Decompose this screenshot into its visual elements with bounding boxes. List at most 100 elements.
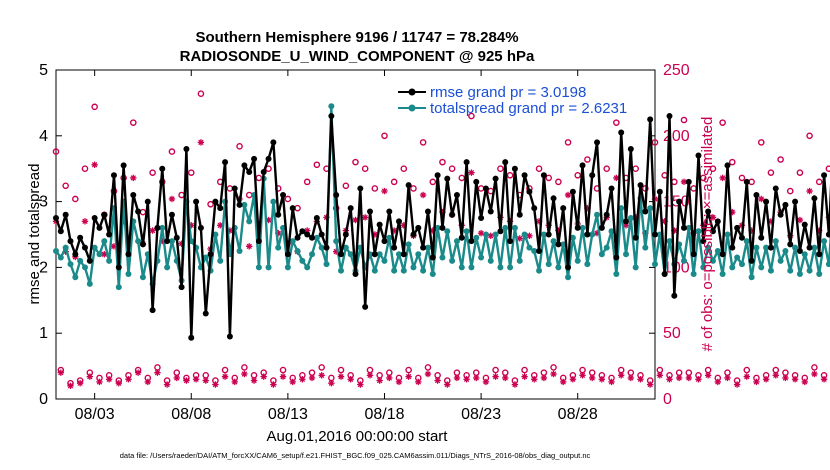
assimilated-stroke (782, 375, 789, 381)
totalspread-point (709, 257, 716, 264)
totalspread-point (555, 264, 562, 271)
totalspread-point (521, 231, 528, 238)
assimilated-stroke (734, 381, 740, 388)
assimilated-point (646, 381, 654, 388)
rmse-point (531, 205, 538, 212)
assimilated-stroke (415, 379, 421, 385)
possible-point (497, 165, 504, 172)
rmse-point (53, 215, 59, 222)
totalspread-point (734, 254, 741, 261)
totalspread-point (270, 198, 277, 205)
y-left-tick-label: 1 (39, 325, 48, 342)
totalspread-point (381, 257, 388, 264)
totalspread-point (502, 224, 509, 231)
assimilated-point (308, 374, 316, 382)
possible-point (294, 204, 301, 212)
assimilated-stroke (719, 175, 726, 181)
totalspread-point (531, 247, 538, 254)
assimilated-point (125, 376, 132, 383)
assimilated-stroke (87, 373, 93, 380)
totalspread-point (159, 224, 166, 231)
rmse-point (405, 182, 412, 189)
possible-point (748, 178, 755, 186)
assimilated-stroke (280, 373, 286, 380)
assimilated-point (81, 218, 89, 225)
assimilated-point (149, 227, 156, 234)
assimilated-point (801, 378, 808, 386)
assimilated-point (328, 380, 335, 387)
assimilated-point (463, 376, 470, 383)
totalspread-point (429, 270, 436, 277)
rmse-point (410, 231, 417, 238)
totalspread-point (415, 251, 422, 258)
assimilated-stroke (715, 379, 721, 385)
possible-point (777, 156, 784, 163)
rmse-point (381, 238, 388, 245)
assimilated-stroke (550, 371, 557, 377)
rmse-point (565, 264, 572, 271)
totalspread-point (168, 238, 175, 245)
assimilated-stroke (347, 376, 354, 382)
totalspread-point (816, 270, 823, 277)
assimilated-stroke (483, 379, 489, 385)
possible-point (564, 139, 572, 146)
totalspread-point (613, 270, 620, 277)
rmse-point (183, 145, 190, 152)
rmse-point (676, 198, 683, 205)
rmse-point (521, 172, 528, 179)
assimilated-stroke (531, 376, 537, 382)
possible-point (236, 143, 243, 150)
rmse-point (536, 247, 543, 254)
assimilated-stroke (521, 373, 528, 380)
possible-point (584, 156, 591, 163)
totalspread-point (255, 264, 262, 271)
x-axis-label: Aug.01,2016 00:00:00 start (267, 428, 449, 445)
assimilated-stroke (526, 233, 533, 239)
totalspread-point (86, 280, 93, 287)
assimilated-point (560, 378, 567, 386)
y-right-tick-label: 250 (663, 62, 690, 79)
totalspread-point (647, 205, 654, 212)
assimilated-point (627, 374, 635, 382)
assimilated-point (468, 169, 475, 176)
totalspread-point (787, 267, 794, 274)
assimilated-point (733, 381, 741, 388)
assimilated-point (241, 370, 248, 378)
rmse-point (207, 251, 214, 258)
possible-point (139, 208, 147, 216)
possible-point (202, 372, 210, 379)
possible-point (376, 372, 383, 379)
assimilated-stroke (130, 175, 136, 181)
assimilated-point (704, 372, 712, 379)
rmse-point (545, 231, 552, 238)
assimilated-point (806, 187, 813, 195)
rmse-point (555, 241, 562, 248)
possible-point (724, 369, 731, 376)
rmse-point (333, 192, 340, 199)
totalspread-point (792, 244, 799, 251)
assimilated-point (96, 378, 103, 386)
rmse-point (700, 238, 707, 245)
rmse-point (309, 234, 316, 241)
assimilated-stroke (657, 372, 663, 379)
totalspread-point (589, 231, 596, 238)
rmse-point (371, 251, 378, 258)
assimilated-stroke (425, 371, 431, 377)
y-axis-right-label: # of obs: o=possible; ×=assimilated (699, 117, 716, 352)
assimilated-stroke (222, 373, 228, 380)
assimilated-stroke (101, 251, 108, 257)
assimilated-stroke (695, 376, 702, 382)
totalspread-point (391, 267, 398, 274)
totalspread-point (719, 270, 726, 277)
rmse-point (251, 155, 258, 162)
totalspread-point (767, 267, 774, 274)
totalspread-point (695, 228, 702, 235)
possible-point (419, 139, 427, 146)
rmse-point (695, 152, 702, 159)
totalspread-point (738, 261, 745, 268)
rmse-point (449, 211, 456, 218)
assimilated-stroke (560, 379, 566, 385)
rmse-point (782, 201, 789, 208)
possible-point (328, 374, 335, 382)
